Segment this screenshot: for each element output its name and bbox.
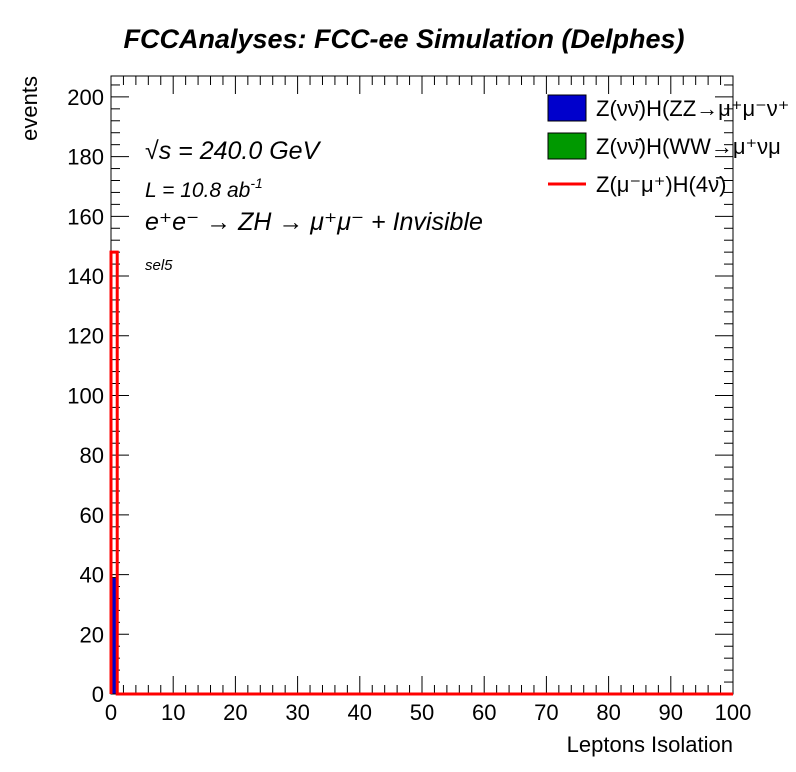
lumi-annotation: L = 10.8 ab-1: [145, 175, 263, 202]
x-tick-labels: 0 10 20 30 40 50 60 70 80 90 100: [105, 700, 751, 725]
y-tick-label: 80: [80, 443, 104, 468]
x-tick-label: 50: [410, 700, 434, 725]
x-tick-label: 90: [659, 700, 683, 725]
energy-variable: s: [159, 137, 172, 165]
legend-label: Z(νν̄)H(WW→μ⁺νμ: [596, 134, 781, 159]
y-tick-label: 180: [67, 145, 104, 170]
y-tick-label: 200: [67, 85, 104, 110]
energy-value: = 240.0 GeV: [171, 137, 321, 165]
plot-frame: [110, 75, 734, 695]
selection-label: sel5: [145, 257, 173, 274]
x-axis-label: Leptons Isolation: [567, 732, 733, 757]
y-tick-label: 140: [67, 264, 104, 289]
process-annotation: e⁺e⁻ → ZH → μ⁺μ⁻ + Invisible: [145, 208, 483, 236]
y-tick-label: 20: [80, 622, 104, 647]
legend-label: Z(νν̄)H(ZZ→μ⁺μ⁻ν⁺: [596, 96, 789, 121]
x-tick-label: 10: [161, 700, 185, 725]
legend-swatch: [547, 94, 587, 122]
y-tick-label: 120: [67, 324, 104, 349]
annotations: √s = 240.0 GeV L = 10.8 ab-1 e⁺e⁻ → ZH →…: [145, 137, 483, 274]
x-tick-label: 30: [285, 700, 309, 725]
x-tick-label: 60: [472, 700, 496, 725]
y-tick-label: 100: [67, 383, 104, 408]
x-tick-label: 20: [223, 700, 247, 725]
y-tick-label: 0: [92, 682, 104, 707]
lumi-exponent: -1: [250, 175, 262, 191]
histogram-line-series-2: [109, 250, 733, 696]
chart-title: FCCAnalyses: FCC-ee Simulation (Delphes): [123, 24, 684, 54]
x-tick-label: 70: [534, 700, 558, 725]
legend: Z(νν̄)H(ZZ→μ⁺μ⁻ν⁺ Z(νν̄)H(WW→μ⁺νμ Z(μ⁻μ⁺)H…: [547, 94, 789, 197]
x-tick-label: 100: [715, 700, 752, 725]
energy-annotation: √s = 240.0 GeV: [145, 137, 322, 165]
legend-label: Z(μ⁻μ⁺)H(4ν̄): [596, 172, 726, 197]
y-tick-label: 60: [80, 503, 104, 528]
axis-ticks: [110, 76, 734, 695]
y-tick-label: 40: [80, 563, 104, 588]
histogram-bars: [109, 250, 733, 696]
y-axis-label: events: [17, 76, 42, 141]
y-tick-labels: 0 20 40 60 80 100 120 140 160 180 200: [67, 85, 104, 707]
legend-swatch: [547, 132, 587, 160]
x-tick-label: 0: [105, 700, 117, 725]
y-tick-label: 160: [67, 204, 104, 229]
x-tick-label: 80: [596, 700, 620, 725]
sqrt-symbol: √: [145, 137, 159, 165]
x-tick-label: 40: [348, 700, 372, 725]
lumi-value: L = 10.8 ab: [145, 179, 251, 202]
